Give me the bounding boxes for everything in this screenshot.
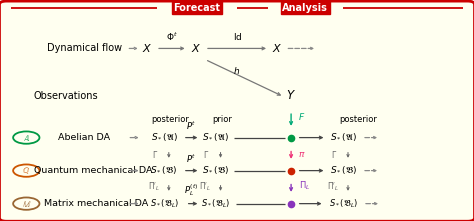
Text: $S_*(\mathfrak{B})$: $S_*(\mathfrak{B})$ — [150, 165, 178, 176]
Text: $S_*(\mathfrak{A})$: $S_*(\mathfrak{A})$ — [151, 132, 178, 143]
Text: $S_*(\mathfrak{B})$: $S_*(\mathfrak{B})$ — [330, 165, 357, 176]
Text: $F$: $F$ — [298, 111, 305, 122]
Text: Abelian DA: Abelian DA — [58, 133, 110, 142]
Text: $h$: $h$ — [233, 65, 239, 76]
Text: $P^t$: $P^t$ — [186, 119, 196, 132]
Text: $\Pi'_L$: $\Pi'_L$ — [327, 181, 339, 193]
Text: prior: prior — [212, 116, 232, 124]
Text: posterior: posterior — [339, 116, 377, 124]
Text: $Y$: $Y$ — [286, 89, 296, 102]
Text: $S_*(\mathfrak{B}_L)$: $S_*(\mathfrak{B}_L)$ — [201, 197, 230, 210]
Text: $X$: $X$ — [272, 42, 282, 54]
Text: $P^t$: $P^t$ — [186, 152, 196, 165]
Text: $\Gamma$: $\Gamma$ — [152, 149, 158, 160]
Text: Dynamical flow: Dynamical flow — [46, 44, 122, 53]
Text: $X$: $X$ — [143, 42, 153, 54]
Text: $S_*(\mathfrak{B}_L)$: $S_*(\mathfrak{B}_L)$ — [329, 197, 358, 210]
Text: $\mathrm{Id}$: $\mathrm{Id}$ — [233, 31, 243, 42]
Text: Observations: Observations — [33, 91, 98, 101]
Text: $\Pi_L$: $\Pi_L$ — [299, 180, 310, 192]
Text: posterior: posterior — [151, 116, 189, 124]
Text: $\Phi^t$: $\Phi^t$ — [166, 30, 178, 42]
Text: $X$: $X$ — [191, 42, 201, 54]
Text: Quantum mechanical DA: Quantum mechanical DA — [34, 166, 153, 175]
Text: $\pi$: $\pi$ — [298, 150, 305, 159]
Text: $S_*(\mathfrak{A})$: $S_*(\mathfrak{A})$ — [330, 132, 357, 143]
Text: $\mathbb{M}$: $\mathbb{M}$ — [21, 199, 31, 209]
Text: $S_*(\mathfrak{B})$: $S_*(\mathfrak{B})$ — [202, 165, 229, 176]
Text: $P_L^{(t)}$: $P_L^{(t)}$ — [184, 183, 198, 198]
Text: Matrix mechanical DA: Matrix mechanical DA — [44, 199, 148, 208]
Text: $S_*(\mathfrak{A})$: $S_*(\mathfrak{A})$ — [202, 132, 229, 143]
Text: $S_*(\mathfrak{B}_L)$: $S_*(\mathfrak{B}_L)$ — [150, 197, 179, 210]
Text: $\Gamma$: $\Gamma$ — [203, 149, 210, 160]
Text: Analysis: Analysis — [282, 3, 328, 13]
Text: $\Gamma$: $\Gamma$ — [331, 149, 337, 160]
Text: $\Pi'_L$: $\Pi'_L$ — [200, 181, 211, 193]
Text: $\Pi'_L$: $\Pi'_L$ — [147, 181, 160, 193]
Text: $\mathbb{A}$: $\mathbb{A}$ — [23, 133, 30, 143]
Text: Forecast: Forecast — [173, 3, 220, 13]
Text: $\mathbb{Q}$: $\mathbb{Q}$ — [22, 166, 30, 176]
